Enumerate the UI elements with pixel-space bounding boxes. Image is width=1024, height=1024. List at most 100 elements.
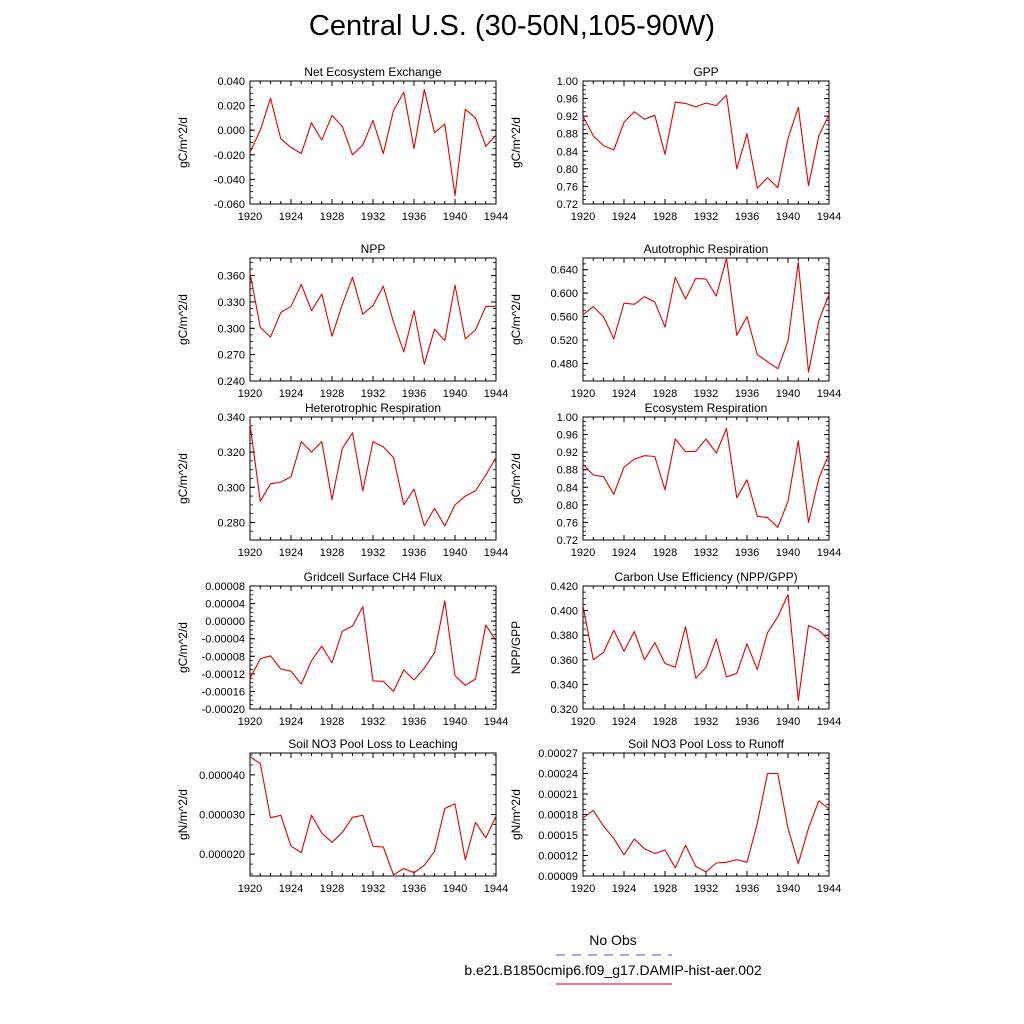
- y-axis-label: gC/m^2/d: [176, 622, 190, 673]
- x-tick-label: 1932: [694, 388, 718, 400]
- x-tick-label: 1924: [612, 716, 636, 728]
- y-tick-label: 0.88: [557, 129, 578, 141]
- chart-panel-6: 1920 1924 1928 1932 1936 1940 1944 0.00008 0.000…: [176, 570, 508, 728]
- x-tick-label: 1932: [361, 211, 385, 223]
- x-tick-label: 1932: [361, 547, 385, 559]
- x-tick-label: 1944: [817, 716, 841, 728]
- y-tick-label: 0.96: [557, 94, 578, 106]
- y-tick-label: 0.360: [217, 271, 245, 283]
- y-tick-label: 0.340: [550, 679, 578, 691]
- series-line: [249, 423, 497, 527]
- x-tick-label: 1928: [653, 883, 677, 895]
- x-tick-label: 1932: [361, 883, 385, 895]
- y-tick-label: 0.00027: [538, 748, 578, 760]
- y-tick-label: 0.360: [550, 655, 578, 667]
- panel-title: Soil NO3 Pool Loss to Leaching: [288, 737, 457, 751]
- x-tick-label: 1920: [571, 547, 595, 559]
- y-tick-label: 0.00008: [205, 581, 245, 593]
- x-tick-label: 1936: [402, 716, 426, 728]
- y-tick-label: 0.320: [217, 447, 245, 459]
- y-axis-label: gC/m^2/d: [509, 294, 523, 345]
- y-tick-label: 0.84: [557, 146, 578, 158]
- y-axis-label: NPP/GPP: [509, 621, 523, 674]
- x-tick-label: 1932: [361, 716, 385, 728]
- y-tick-label: 1.00: [557, 412, 578, 424]
- x-tick-label: 1944: [817, 388, 841, 400]
- x-tick-label: 1924: [279, 716, 303, 728]
- x-tick-label: 1932: [694, 883, 718, 895]
- x-tick-label: 1928: [320, 211, 344, 223]
- x-tick-label: 1920: [238, 883, 262, 895]
- y-tick-label: 0.00018: [538, 810, 578, 822]
- y-tick-label: 0.640: [550, 265, 578, 277]
- plot-frame: [582, 257, 830, 382]
- x-tick-label: 1928: [320, 388, 344, 400]
- y-tick-label: 1.00: [557, 76, 578, 88]
- x-tick-label: 1924: [279, 547, 303, 559]
- y-tick-label: 0.76: [557, 517, 578, 529]
- y-tick-label: 0.00024: [538, 769, 578, 781]
- series-line: [249, 272, 496, 365]
- x-tick-label: 1940: [776, 547, 800, 559]
- y-tick-label: 0.560: [550, 312, 578, 324]
- panel-title: GPP: [693, 65, 718, 79]
- chart-panel-1: 1920 1924 1928 1932 1936 1940 1944 1.00 0.96 0.92…: [509, 65, 841, 223]
- x-tick-label: 1944: [484, 388, 508, 400]
- chart-panel-3: 1920 1924 1928 1932 1936 1940 1944 0.640 0.600 0.…: [509, 242, 841, 400]
- x-tick-label: 1936: [735, 716, 759, 728]
- y-tick-label: 0.80: [557, 500, 578, 512]
- series-line: [249, 756, 497, 876]
- x-tick-label: 1928: [653, 388, 677, 400]
- x-tick-label: 1920: [238, 388, 262, 400]
- y-tick-label: -0.040: [214, 174, 245, 186]
- x-tick-label: 1932: [694, 211, 718, 223]
- y-axis-label: gC/m^2/d: [509, 117, 523, 168]
- x-tick-label: 1924: [279, 883, 303, 895]
- chart-panel-2: 1920 1924 1928 1932 1936 1940 1944 0.360 0.330 0.…: [176, 242, 508, 400]
- y-tick-label: 0.040: [217, 76, 245, 88]
- y-tick-label: 0.320: [550, 704, 578, 716]
- plot-frame: [582, 752, 830, 877]
- y-tick-label: 0.00012: [538, 851, 578, 863]
- legend-label-model-run: b.e21.B1850cmip6.f09_g17.DAMIP-hist-aer.…: [464, 962, 762, 978]
- y-tick-label: 0.96: [557, 430, 578, 442]
- x-tick-label: 1924: [279, 388, 303, 400]
- x-tick-label: 1944: [484, 716, 508, 728]
- y-tick-label: 0.420: [550, 581, 578, 593]
- x-tick-label: 1920: [571, 388, 595, 400]
- series-line: [582, 772, 830, 873]
- y-tick-label: -0.020: [214, 150, 245, 162]
- panel-title: Autotrophic Respiration: [644, 242, 769, 256]
- panel-title: Ecosystem Respiration: [645, 401, 768, 415]
- x-tick-label: 1936: [735, 883, 759, 895]
- y-tick-label: 0.520: [550, 335, 578, 347]
- plot-frame: [582, 416, 830, 541]
- x-tick-label: 1936: [735, 211, 759, 223]
- series-line: [582, 257, 830, 373]
- chart-panel-5: 1920 1924 1928 1932 1936 1940 1944 1.00 0.96 0.92…: [509, 401, 841, 559]
- chart-panel-7: 1920 1924 1928 1932 1936 1940 1944 0.420 0.400 0.…: [509, 570, 841, 728]
- y-tick-label: 0.380: [550, 630, 578, 642]
- x-tick-label: 1920: [238, 547, 262, 559]
- panel-title: Net Ecosystem Exchange: [304, 65, 442, 79]
- x-tick-label: 1928: [320, 883, 344, 895]
- y-tick-label: 0.00021: [538, 789, 578, 801]
- y-tick-label: 0.340: [217, 412, 245, 424]
- y-axis-label: gN/m^2/d: [176, 789, 190, 840]
- y-tick-label: 0.84: [557, 482, 578, 494]
- x-tick-label: 1928: [653, 547, 677, 559]
- panel-title: Carbon Use Efficiency (NPP/GPP): [614, 570, 797, 584]
- x-tick-label: 1928: [320, 716, 344, 728]
- x-tick-label: 1920: [238, 211, 262, 223]
- x-tick-label: 1944: [817, 547, 841, 559]
- y-tick-label: -0.00016: [202, 686, 245, 698]
- y-tick-label: -0.00008: [202, 651, 245, 663]
- y-tick-label: 0.00000: [205, 616, 245, 628]
- y-tick-label: 0.000040: [199, 770, 245, 782]
- x-tick-label: 1936: [402, 547, 426, 559]
- x-tick-label: 1944: [817, 883, 841, 895]
- chart-panel-4: 1920 1924 1928 1932 1936 1940 1944 0.340 0.320 0.…: [176, 401, 508, 559]
- plot-frame: [249, 80, 497, 205]
